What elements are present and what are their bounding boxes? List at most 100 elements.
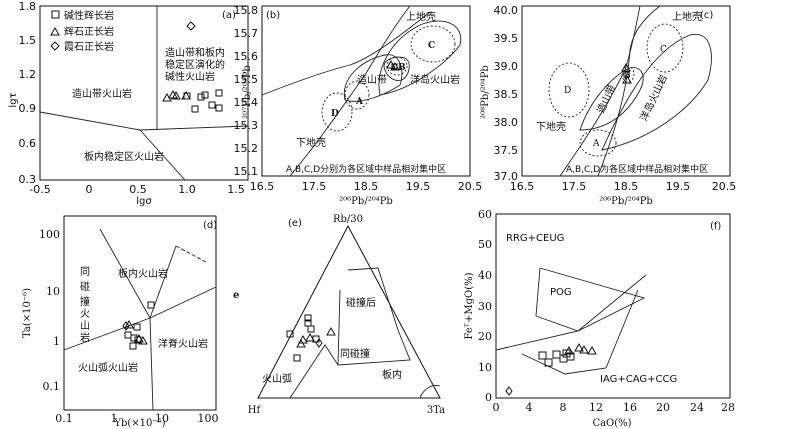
data-point-triangle [124,319,134,329]
region-label: D [331,109,339,119]
region-label: 火 [80,308,90,320]
region-label: 下地壳 [296,136,326,149]
tick-label: 60 [478,208,492,221]
region-label: D [564,86,571,96]
tick-label: 17.5 [302,180,327,193]
data-point-triangle [587,345,597,355]
region-label: 洋岛火山岩 [637,72,670,123]
region-label: IAG+CAG+CCG [600,374,677,385]
panel-b-xlabel: ²⁰⁶Pb/²⁰⁴Pb [339,196,393,207]
tick-label: 37.5 [494,144,519,157]
panel-e-tag: (e) [288,218,302,229]
tick-label: 15.3 [234,119,259,132]
panel-a-yticks: 1.8 1.5 1.2 0.9 0.6 0.3 [19,0,37,186]
boundary-line [99,228,151,319]
data-point-diamond [122,321,130,331]
panel-f: (f) Feᵀ+MgO(%) CaO(%) 0 4 8 12 16 20 24 … [464,208,735,429]
panel-f-frame [495,213,731,399]
data-point-square [124,331,132,339]
data-point-diamond [315,338,323,348]
panel-b-frame [261,5,471,177]
boundary-line [289,344,339,399]
region-label: 洋岛火山岩 [410,73,460,86]
tick-label: 1.0 [178,183,196,196]
orogen-field [343,54,403,102]
panel-d: (d) Ta(×10⁻⁶) Yb(×10⁻⁶) 0.1 1 10 100 100… [22,215,219,429]
panel-c-yticks: 40.0 39.5 39.0 38.5 38.0 37.5 37.0 [494,4,519,183]
tick-label: 28 [721,401,735,414]
region-label: 造山带和板内 [165,46,225,59]
tick-label: 15.8 [234,4,259,17]
region-label: A [355,97,364,107]
tick-label: 15.5 [234,73,259,86]
data-point-square [183,92,191,100]
tick-label: 0.9 [19,102,37,115]
tick-label: 15.4 [234,96,259,109]
oib-field [378,20,462,96]
panel-b: (b) ²⁰⁷Pb/²⁰⁴Pb ²⁰⁶Pb/²⁰⁴Pb 16.5 17.5 18… [234,4,483,207]
panel-d-xticks: 0.1 1 10 100 [55,412,218,425]
tick-label: 20 [478,330,492,343]
region-label: 造山带 [594,83,618,116]
panel-f-xlabel: CaO(%) [592,418,631,429]
region-label: 板内稳定区火山岩 [84,150,164,163]
boundary-line [559,5,641,177]
tick-label: 10 [155,412,169,425]
tick-label: 40.0 [494,4,519,17]
overlap-field [383,56,410,81]
panel-f-ylabel: Feᵀ+MgO(%) [464,272,475,339]
region-label: 上地壳 [672,10,702,23]
data-point-square [538,351,547,360]
region-A [579,129,617,157]
boundary-line [261,11,431,96]
panel-a-xticks: -0.5 0 0.5 1.0 1.5 [29,183,244,196]
diamond-marker-icon [50,41,60,51]
tick-label: 0.6 [19,137,37,150]
panel-a-xlabel: lgσ [136,196,152,207]
tick-label: 100 [39,228,60,241]
region-label: 造山带 [357,73,387,86]
tick-label: 10 [478,361,492,374]
data-point-square [286,330,294,338]
tick-label: 17.5 [562,180,587,193]
vertex-label: 3Ta [427,405,445,416]
region-label: POG [550,287,572,298]
tick-label: 0 [485,391,492,404]
tick-label: 1.5 [227,183,245,196]
region-C [646,23,684,73]
panel-c-ylabel: ²⁰⁸Pb/²⁰⁴Pb [480,65,491,119]
boundary-line [149,286,217,319]
tick-label: 0.1 [55,412,73,425]
panel-d-frame [63,215,217,411]
oib-field [601,33,712,151]
panel-b-tag: (b) [266,10,280,21]
tick-label: 100 [198,412,219,425]
tick-label: 38.0 [494,116,519,129]
tick-label: 19.5 [406,180,431,193]
dashed-boundary [175,245,207,263]
tick-label: 38.5 [494,88,519,101]
region-label: 稳定区演化的 [165,58,225,71]
boundary-line [337,289,411,366]
data-point-triangle [171,90,181,100]
data-point-square [147,301,155,309]
tick-label: 50 [478,238,492,251]
region-label: 碱性火山岩 [165,70,215,83]
boundary-line [63,317,151,351]
vertex-label: Rb/30 [333,214,363,225]
square-marker-icon [51,10,60,19]
tick-label: 37.0 [494,170,519,183]
region-A [344,80,370,110]
data-point-square [304,314,312,322]
panel-c-tag: (c) [700,10,713,21]
region-label: RRG+CEUG [506,233,564,244]
ternary-frame [257,224,441,399]
region-label: 碰撞后 [346,296,376,309]
tick-label: 0 [493,401,500,414]
panel-f-yticks: 60 50 40 30 20 10 0 [478,208,492,404]
region-label: 火山弧火山岩 [78,361,138,374]
triangle-marker-icon [50,26,60,36]
tick-label: 20 [656,401,670,414]
data-points [621,62,632,84]
region-D [548,62,590,118]
